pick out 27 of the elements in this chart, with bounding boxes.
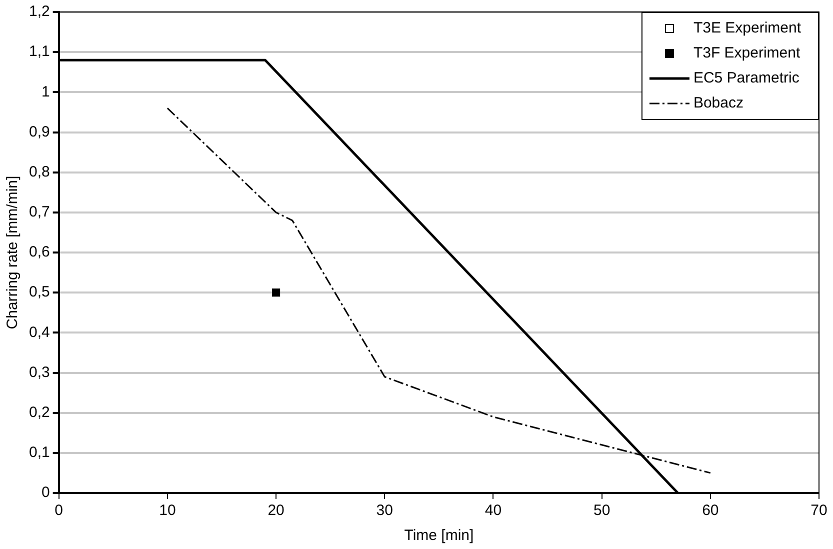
x-tick-label: 20 xyxy=(268,502,284,520)
x-tick-label: 60 xyxy=(702,502,719,520)
y-tick-label: 0,4 xyxy=(28,324,50,341)
y-tick-label: 0,8 xyxy=(28,163,50,180)
y-tick-label: 0,6 xyxy=(28,244,50,261)
y-tick-label: 1,1 xyxy=(28,43,50,60)
y-tick-label: 1,2 xyxy=(28,3,50,20)
legend-label: EC5 Parametric xyxy=(693,70,800,87)
x-tick-label: 70 xyxy=(810,502,828,520)
y-tick-label: 1 xyxy=(42,83,50,100)
y-tick-label: 0,2 xyxy=(28,404,50,421)
y-tick-label: 0,1 xyxy=(28,444,50,462)
y-tick-label: 0,7 xyxy=(28,204,50,221)
x-tick-label: 0 xyxy=(54,502,64,520)
legend-label: Bobacz xyxy=(693,94,744,112)
y-tick-label: 0,3 xyxy=(28,364,50,381)
x-tick-label: 30 xyxy=(376,502,393,520)
y-tick-label: 0,9 xyxy=(28,123,50,140)
legend-label: T3F Experiment xyxy=(693,44,801,62)
x-axis-title: Time [min] xyxy=(404,527,474,544)
y-axis-title: Charring rate [mm/min] xyxy=(4,176,22,330)
legend-label: T3E Experiment xyxy=(693,20,802,37)
x-tick-label: 50 xyxy=(593,502,610,520)
y-tick-label: 0,5 xyxy=(28,284,50,301)
y-tick-label: 0 xyxy=(42,484,50,502)
x-tick-label: 10 xyxy=(159,502,176,520)
x-tick-label: 40 xyxy=(484,502,502,520)
